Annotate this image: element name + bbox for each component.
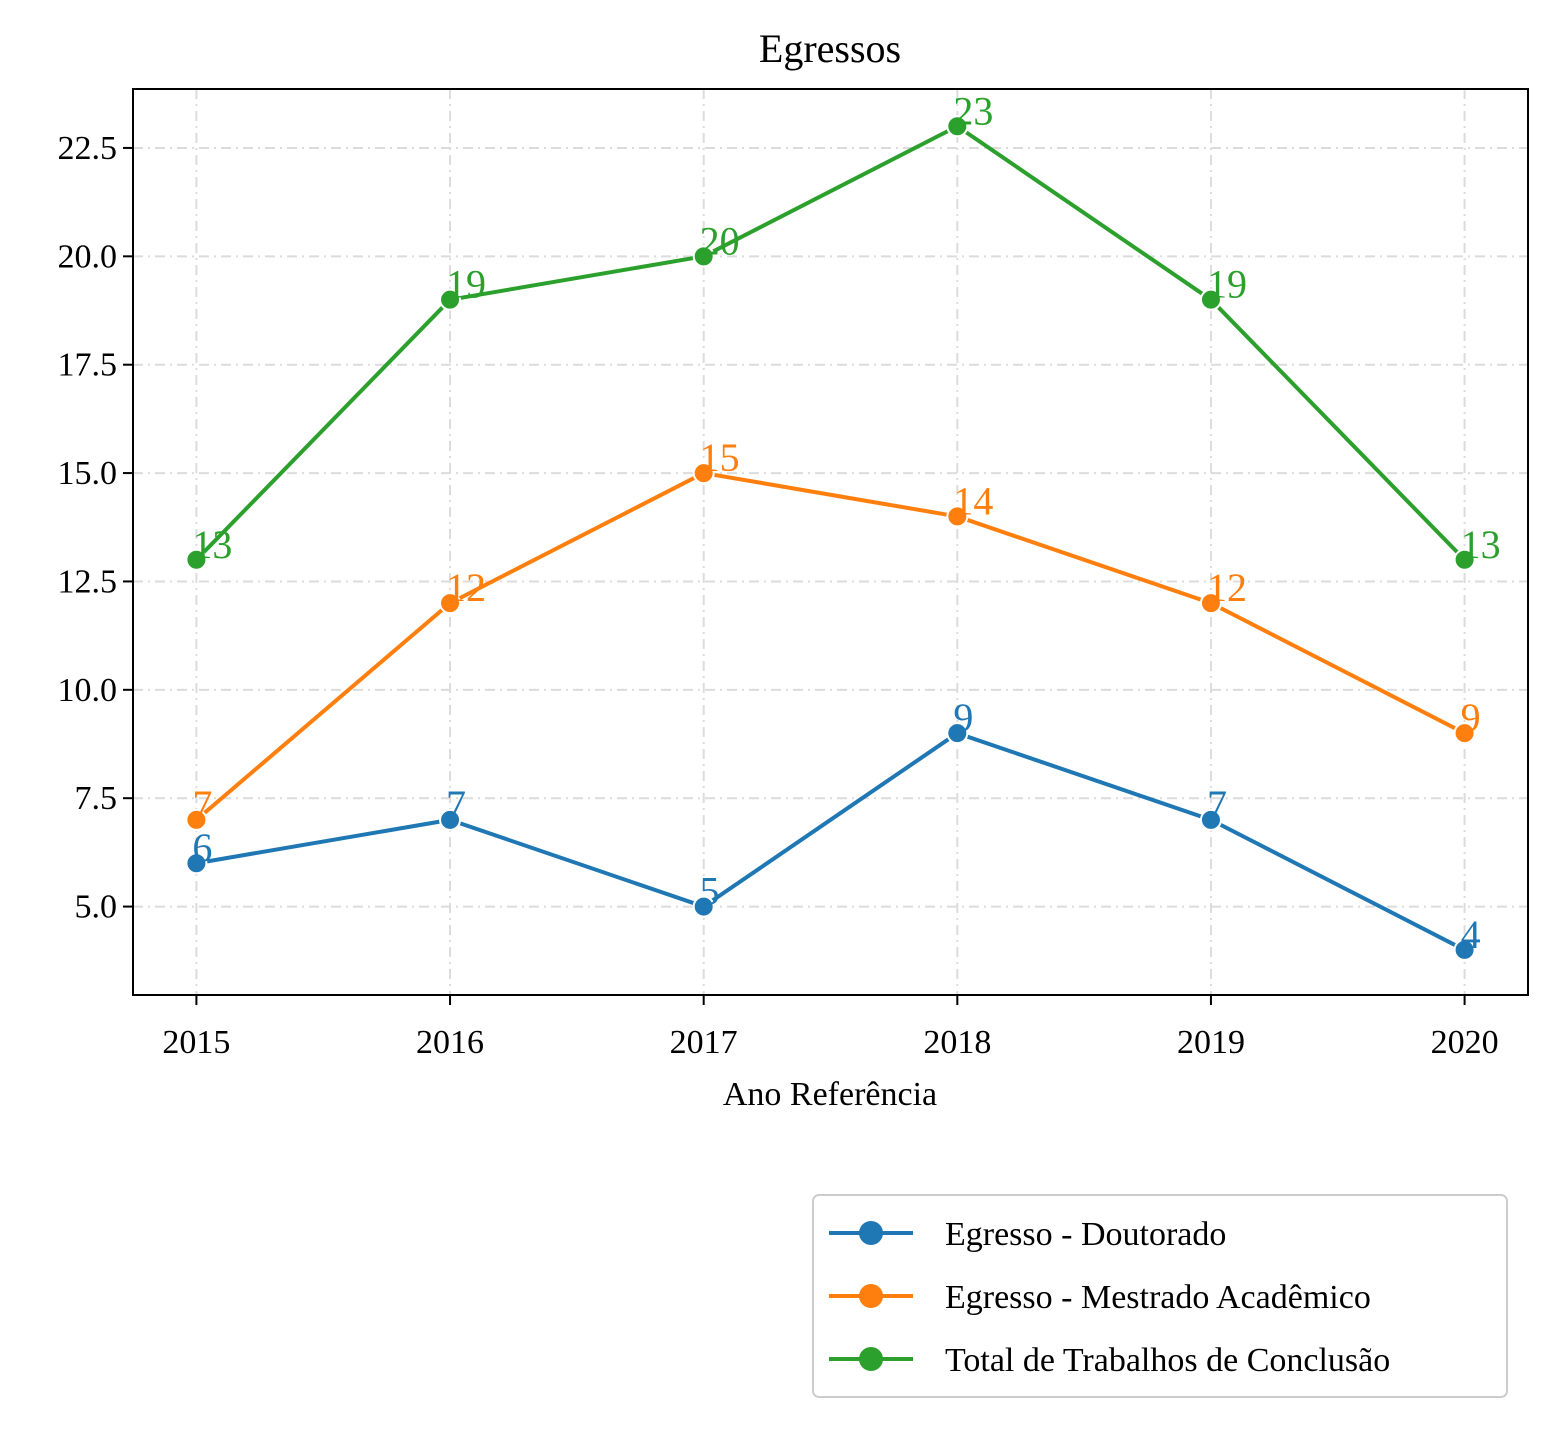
data-label: 23 (953, 88, 993, 133)
data-label: 14 (953, 478, 993, 523)
data-point (1199, 592, 1222, 615)
data-label: 6 (192, 825, 212, 870)
data-point (185, 548, 208, 571)
series-line (195, 471, 1466, 822)
y-tick-label: 7.5 (75, 780, 118, 817)
x-tick-label: 2017 (670, 1024, 738, 1061)
data-point (1199, 808, 1222, 831)
data-point (946, 505, 969, 528)
data-label: 12 (446, 565, 486, 610)
data-label: 12 (1207, 565, 1247, 610)
y-tick-label: 22.5 (58, 130, 118, 167)
legend-marker (859, 1221, 883, 1245)
data-point (1453, 548, 1476, 571)
data-point (946, 115, 969, 138)
data-point (1453, 938, 1476, 961)
legend-label: Total de Trabalhos de Conclusão (945, 1342, 1390, 1379)
data-point (439, 592, 462, 615)
y-tick-label: 12.5 (58, 563, 118, 600)
legend-marker (859, 1284, 883, 1308)
y-tick-label: 5.0 (75, 889, 118, 926)
data-label: 15 (700, 435, 740, 480)
legend-label: Egresso - Doutorado (945, 1216, 1226, 1253)
data-label: 13 (1461, 522, 1501, 567)
data-point (185, 852, 208, 875)
x-tick-label: 2020 (1431, 1024, 1499, 1061)
data-label: 7 (192, 782, 212, 827)
y-tick-label: 20.0 (58, 238, 118, 275)
legend: Egresso - Doutorado Egresso - Mestrado Ac… (812, 1194, 1508, 1398)
series-line (194, 124, 1467, 562)
grid-lines (133, 89, 1528, 995)
x-tick-label: 2019 (1177, 1024, 1245, 1061)
data-point (946, 722, 969, 745)
chart-title: Egressos (759, 26, 901, 71)
x-tick-label: 2018 (923, 1024, 991, 1061)
x-axis-title: Ano Referência (723, 1076, 937, 1113)
data-point (692, 895, 715, 918)
axes: 2015 2016 2017 2018 2019 20205.07.510.012.515… (58, 88, 1529, 1061)
plot-frame (132, 88, 1529, 996)
data-label: 4 (1461, 912, 1481, 957)
data-point (1199, 288, 1222, 311)
y-tick-label: 15.0 (58, 455, 118, 492)
y-tick-label: 10.0 (58, 672, 118, 709)
data-point (439, 288, 462, 311)
legend-marker (859, 1347, 883, 1371)
data-label: 19 (1207, 262, 1247, 307)
data-point (439, 808, 462, 831)
series-lines (185, 115, 1476, 961)
data-label: 19 (446, 262, 486, 307)
data-label: 7 (1207, 782, 1227, 827)
data-label: 7 (446, 782, 466, 827)
legend-label: Egresso - Mestrado Acadêmico (945, 1279, 1371, 1316)
data-label: 5 (700, 869, 720, 914)
series-line (196, 731, 1466, 952)
data-point (185, 808, 208, 831)
data-label: 9 (1461, 695, 1481, 740)
x-tick-label: 2016 (416, 1024, 484, 1061)
data-point (692, 245, 715, 268)
data-label: 20 (700, 218, 740, 263)
legend-box (812, 1194, 1508, 1398)
data-point (1453, 722, 1476, 745)
x-tick-label: 2015 (162, 1024, 230, 1061)
y-tick-label: 17.5 (58, 347, 118, 384)
data-label: 9 (953, 695, 973, 740)
data-point (692, 462, 715, 485)
data-label: 13 (192, 522, 232, 567)
